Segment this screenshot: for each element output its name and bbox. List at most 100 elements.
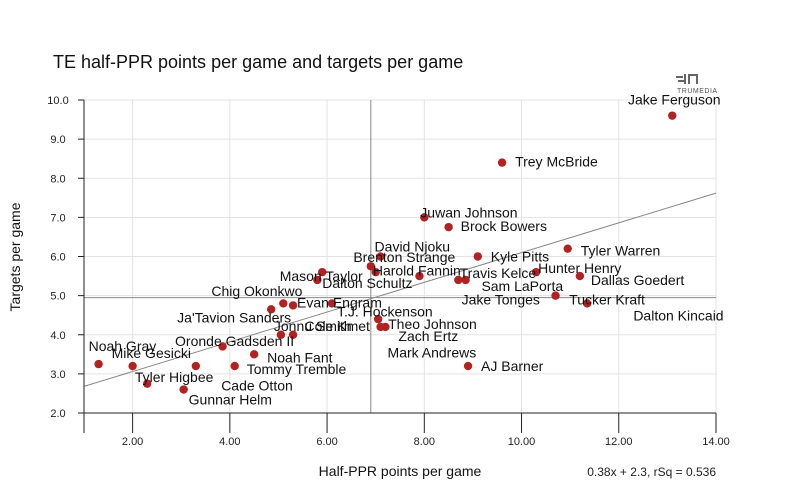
point-label: Dalton Schultz <box>322 275 412 291</box>
point-label: Brenton Strange <box>353 249 455 265</box>
x-axis-ticks: 2.00 4.00 6.00 8.00 10.00 12.00 14.00 <box>83 413 730 448</box>
point-label: Evan Engram <box>297 294 382 310</box>
point-label: Juwan Johnson <box>420 204 517 220</box>
trumedia-logo: TRUMEDIA <box>676 74 718 95</box>
point-label: T.J. Hockenson <box>337 303 433 319</box>
point-label: Oronde Gadsden II <box>175 333 294 349</box>
point-label: Kyle Pitts <box>491 249 549 265</box>
point-label: Noah Fant <box>267 349 332 365</box>
point-label: Chig Okonkwo <box>211 283 302 299</box>
point-label: Cade Otton <box>221 378 293 394</box>
data-point <box>230 361 239 371</box>
x-tick-label: 8.00 <box>414 436 435 448</box>
point-label: Ja'Tavion Sanders <box>177 309 291 325</box>
point-label: Mason Taylor <box>280 268 363 284</box>
point-label: AJ Barner <box>481 358 544 374</box>
data-point <box>179 385 188 394</box>
point-label: Dalton Kincaid <box>633 307 723 323</box>
data-point <box>582 299 592 308</box>
point-label: Zach Ertz <box>398 328 458 344</box>
point-label: Jake Ferguson <box>628 92 721 108</box>
data-point <box>444 222 453 232</box>
data-point <box>668 111 677 120</box>
point-label: Cole Kmet <box>305 318 370 334</box>
data-point <box>218 342 227 351</box>
y-tick-label: 6.0 <box>50 252 65 264</box>
x-tick-label: 12.00 <box>605 436 633 448</box>
data-point <box>366 262 376 271</box>
data-point <box>94 359 103 369</box>
data-point <box>575 271 585 281</box>
point-label: Mark Andrews <box>388 344 477 360</box>
data-point <box>288 330 298 339</box>
data-point <box>415 271 424 281</box>
data-point <box>497 158 507 167</box>
data-point <box>327 299 337 308</box>
data-point <box>249 350 259 359</box>
y-tick-label: 7.0 <box>50 212 65 224</box>
point-label: Noah Gray <box>89 338 157 354</box>
point-label: Brock Bowers <box>461 218 547 234</box>
data-point <box>313 275 322 285</box>
data-point <box>563 244 572 253</box>
point-label: Sam LaPorta <box>481 278 563 294</box>
data-point <box>318 267 327 277</box>
trendline-equation: 0.38x + 2.3, rSq = 0.536 <box>587 465 716 479</box>
data-point <box>266 305 276 314</box>
point-label: Tyler Warren <box>581 243 661 259</box>
x-tick-label: 4.00 <box>219 436 240 448</box>
chart-title: TE half-PPR points per game and targets … <box>53 52 463 72</box>
x-tick-label: 14.00 <box>702 436 730 448</box>
y-tick-label: 3.0 <box>50 369 65 381</box>
point-label: Jonnu Smith <box>274 318 352 334</box>
point-label: Mike Gesicki <box>112 345 191 361</box>
point-label: Theo Johnson <box>388 316 477 332</box>
x-axis-title: Half-PPR points per game <box>319 463 482 479</box>
data-points <box>94 111 677 394</box>
point-label: Tommy Tremble <box>247 361 347 377</box>
point-label: Tucker Kraft <box>569 291 645 307</box>
data-point <box>288 301 298 310</box>
y-tick-label: 2.0 <box>50 408 65 420</box>
data-point <box>463 361 473 371</box>
reference-lines <box>83 100 717 413</box>
data-point <box>376 252 385 261</box>
data-point <box>473 252 482 261</box>
data-point <box>276 330 286 339</box>
y-tick-label: 4.0 <box>50 330 65 342</box>
data-point <box>531 267 541 277</box>
trumedia-logo-text: TRUMEDIA <box>677 88 718 95</box>
point-label: Jake Tonges <box>462 292 540 308</box>
data-point <box>461 275 470 285</box>
y-tick-label: 5.0 <box>50 291 65 303</box>
data-point <box>128 361 137 371</box>
data-point <box>420 213 429 222</box>
data-point <box>373 314 383 324</box>
point-label: Hunter Henry <box>538 260 621 276</box>
data-point <box>371 267 380 277</box>
data-point <box>454 275 463 285</box>
point-label: Travis Kelce <box>460 265 537 281</box>
x-tick-label: 10.00 <box>508 436 536 448</box>
point-label: Harold Fannin <box>373 262 461 278</box>
data-point <box>381 322 390 332</box>
point-label: Dallas Goedert <box>591 272 684 288</box>
trumedia-logo-icon <box>676 74 698 84</box>
point-label: Gunnar Helm <box>189 392 272 408</box>
data-point <box>143 379 152 388</box>
y-tick-label: 9.0 <box>50 134 65 146</box>
y-axis-title: Targets per game <box>7 202 23 311</box>
data-point <box>551 291 560 300</box>
y-tick-label: 8.0 <box>50 173 65 185</box>
y-axis-ticks: 2.0 3.0 4.0 5.0 6.0 7.0 8.0 9.0 10.0 <box>47 95 84 420</box>
y-tick-label: 10.0 <box>47 95 68 107</box>
point-label: Tyler Higbee <box>135 369 214 385</box>
point-label: Trey McBride <box>515 154 598 170</box>
x-tick-label: 6.00 <box>316 436 337 448</box>
data-point <box>279 299 288 308</box>
x-tick-label: 2.00 <box>122 436 143 448</box>
point-label: David Njoku <box>375 239 450 255</box>
trend-line <box>83 192 717 387</box>
